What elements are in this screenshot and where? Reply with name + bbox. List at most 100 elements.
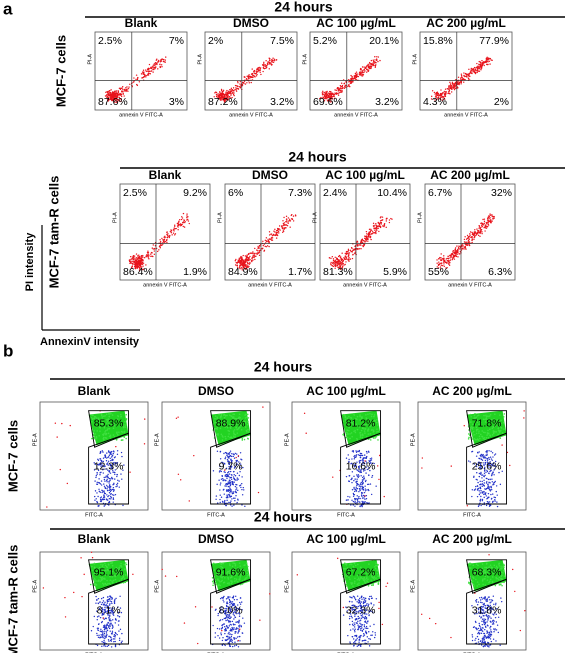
event-dot (448, 92, 450, 95)
event-dot (464, 248, 466, 250)
event-dot (101, 499, 103, 501)
event-dot (113, 424, 116, 427)
event-dot (108, 435, 111, 438)
event-dot (158, 249, 160, 251)
event-dot (229, 481, 232, 484)
event-dot (523, 410, 525, 412)
event-dot (112, 469, 114, 472)
event-dot (248, 265, 250, 268)
event-dot (341, 266, 343, 269)
event-dot (369, 483, 372, 485)
event-dot (483, 490, 485, 493)
event-dot (267, 61, 269, 63)
event-dot (107, 418, 110, 421)
event-dot (100, 597, 103, 600)
event-dot (224, 479, 226, 481)
event-dot (452, 84, 454, 86)
event-dot (446, 261, 448, 264)
event-dot (364, 485, 366, 487)
event-dot (362, 501, 364, 503)
event-dot (106, 452, 108, 454)
event-dot (478, 63, 480, 65)
event-dot (226, 414, 228, 417)
event-dot (96, 481, 98, 484)
event-dot (475, 485, 477, 488)
event-dot (231, 498, 233, 500)
event-dot (441, 93, 443, 95)
event-dot (135, 78, 137, 81)
event-dot (154, 65, 156, 67)
event-dot (229, 482, 231, 485)
event-dot (443, 263, 445, 265)
event-dot (435, 95, 437, 97)
event-dot (476, 485, 479, 487)
event-dot (246, 424, 249, 426)
event-dot (229, 645, 232, 648)
event-dot (223, 94, 225, 96)
event-dot (138, 261, 141, 264)
event-dot (234, 485, 237, 488)
event-dot (219, 494, 221, 496)
event-dot (362, 481, 364, 484)
event-dot (233, 504, 235, 506)
event-dot (142, 73, 144, 75)
event-dot (464, 245, 467, 248)
event-dot (114, 634, 116, 637)
event-dot (220, 97, 222, 100)
event-dot (145, 74, 147, 77)
event-dot (171, 234, 173, 236)
event-dot (221, 639, 224, 642)
event-dot (491, 501, 494, 503)
event-dot (232, 89, 235, 92)
event-dot (479, 437, 481, 440)
event-dot (112, 501, 114, 503)
event-dot (491, 472, 493, 475)
event-dot (265, 240, 268, 242)
event-dot (475, 71, 477, 73)
event-dot (108, 582, 111, 585)
event-dot (265, 237, 268, 239)
event-dot (355, 486, 357, 488)
event-dot (271, 236, 273, 239)
event-dot (106, 94, 108, 97)
event-dot (486, 477, 488, 480)
event-dot (359, 436, 362, 438)
event-dot (244, 505, 246, 508)
plot-y-label: PI-A (197, 54, 203, 65)
event-dot (490, 485, 492, 488)
event-dot (257, 71, 259, 73)
event-dot (249, 252, 252, 254)
event-dot (338, 88, 340, 90)
event-dot (173, 227, 175, 229)
event-dot (218, 479, 220, 481)
event-dot (467, 241, 470, 243)
event-dot (93, 562, 96, 565)
event-dot (225, 598, 228, 600)
event-dot (443, 257, 445, 260)
event-dot (95, 476, 97, 479)
event-dot (353, 458, 356, 460)
event-dot (239, 87, 242, 89)
event-dot (252, 256, 254, 258)
event-dot (477, 231, 480, 233)
event-dot (331, 93, 333, 95)
event-dot (481, 430, 484, 432)
event-dot (470, 69, 473, 72)
event-dot (220, 470, 223, 473)
event-dot (140, 268, 143, 270)
event-dot (96, 483, 99, 486)
event-dot (492, 482, 495, 484)
event-dot (121, 90, 123, 93)
event-dot (345, 475, 348, 478)
event-dot (105, 429, 107, 432)
event-dot (271, 61, 274, 63)
event-dot (363, 69, 365, 71)
event-dot (220, 89, 223, 92)
event-dot (245, 413, 247, 416)
event-dot (485, 414, 487, 417)
event-dot (487, 432, 490, 435)
event-dot (351, 435, 353, 438)
quadrant-ll: 84.9% (228, 266, 258, 278)
event-dot (101, 416, 104, 418)
event-dot (228, 489, 231, 492)
